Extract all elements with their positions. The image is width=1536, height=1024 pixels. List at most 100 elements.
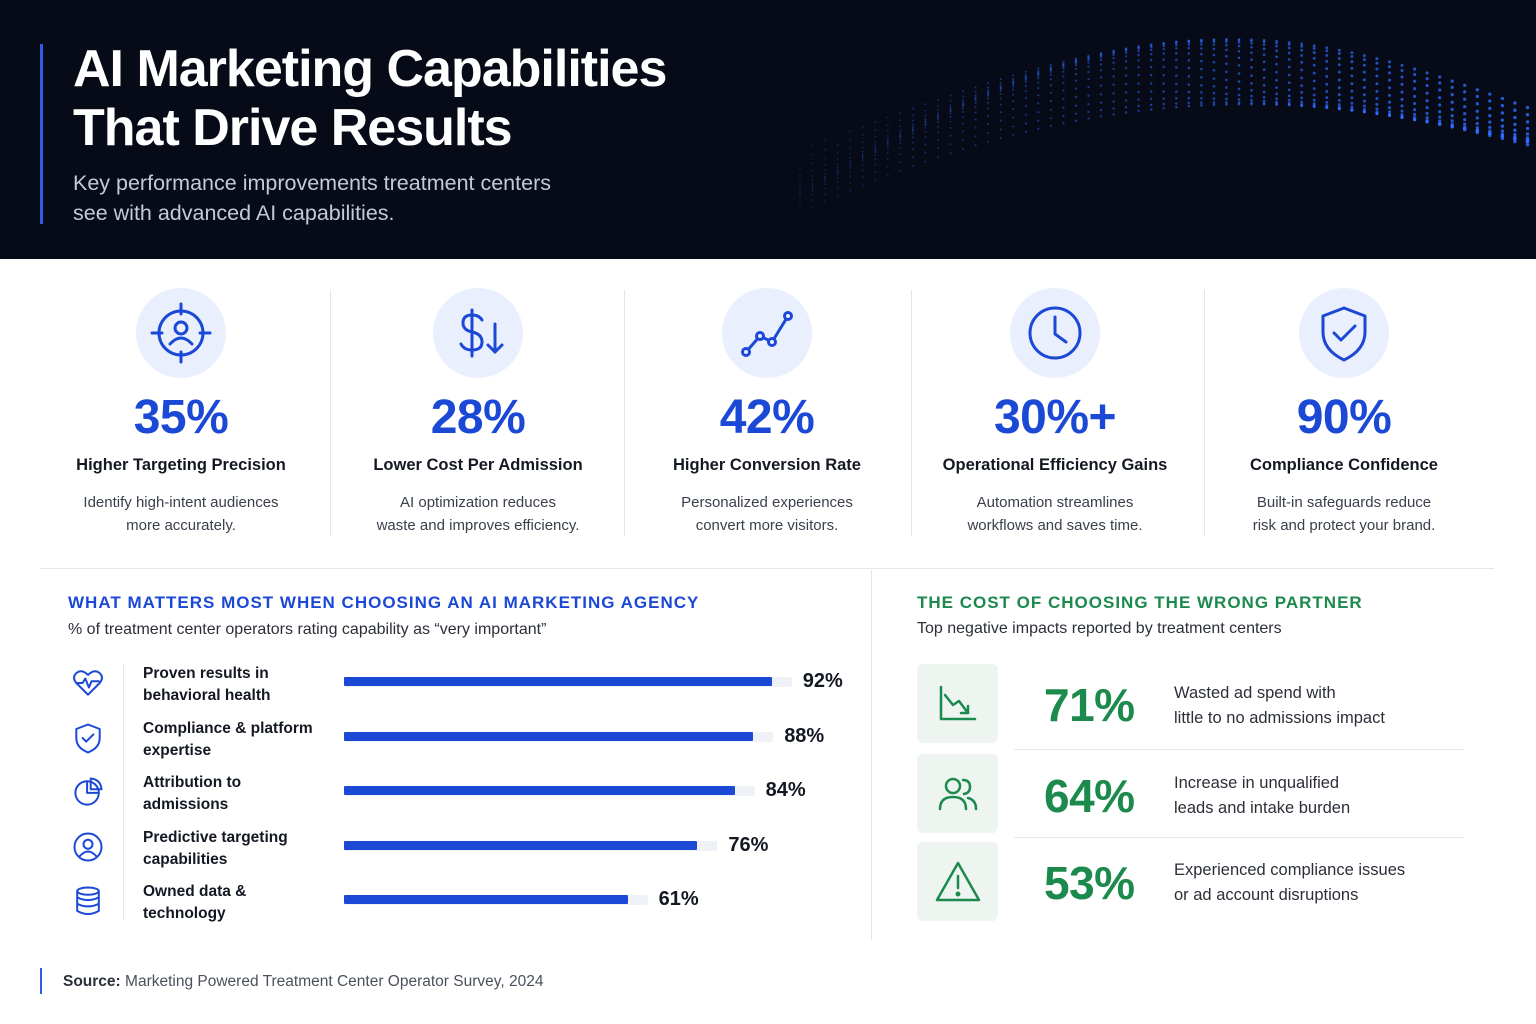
wave-particle (1275, 41, 1278, 45)
bar-category-label-line-1: Predictive targeting (143, 828, 288, 846)
wave-particle (811, 175, 814, 177)
wave-particle (849, 167, 852, 169)
wave-particle (1337, 52, 1341, 55)
wave-particle (1137, 98, 1140, 101)
wave-particle (874, 129, 877, 131)
kpi-card-compliance: 90% Compliance Confidence Built-in safeg… (1197, 288, 1491, 538)
wave-particle (1337, 107, 1341, 111)
wave-particle (1400, 68, 1404, 73)
kpi-description-line-2: waste and improves efficiency. (376, 517, 580, 534)
wave-particle (899, 138, 902, 141)
kpi-value: 35% (133, 391, 229, 444)
wave-particle (1237, 98, 1241, 101)
wave-particle (1074, 72, 1078, 76)
wave-particle (1350, 55, 1354, 58)
wave-particle (1212, 53, 1216, 57)
wave-particle (1375, 97, 1379, 100)
wave-particle (1300, 54, 1304, 57)
wave-particle (849, 163, 852, 166)
wave-particle (1062, 106, 1065, 109)
wave-particle (1200, 67, 1203, 71)
bar-value-label: 61% (658, 888, 699, 910)
wave-particle (1175, 90, 1178, 93)
wave-particle (1099, 93, 1103, 96)
wave-particle (1149, 97, 1153, 101)
wave-particle (1337, 86, 1341, 90)
wave-particle (1074, 119, 1078, 122)
wave-particle (1049, 99, 1052, 103)
wave-particle (849, 152, 852, 155)
bar-category-label-line-1: Attribution to (143, 774, 242, 791)
kpi-label: Lower Cost Per Admission (373, 456, 583, 474)
wave-particle (836, 166, 839, 169)
wave-particle (1287, 58, 1291, 61)
wave-particle (962, 95, 965, 98)
bar-value-label: 88% (784, 724, 825, 747)
wave-particle (1438, 75, 1442, 79)
wave-particle (999, 92, 1002, 96)
wave-particle (799, 181, 801, 183)
kpi-card-targeting: 35% Higher Targeting Precision Identify … (34, 288, 328, 538)
bar-chart: Proven results in behavioral health 92% Com… (68, 665, 843, 922)
wave-particle (1162, 44, 1165, 48)
wave-particle (1012, 74, 1015, 77)
wave-particle (1087, 70, 1090, 74)
wave-particle (1175, 58, 1178, 62)
wave-particle (1312, 79, 1316, 83)
wave-particle (1312, 56, 1316, 60)
particle-wave-graphic (799, 37, 1530, 214)
wave-particle (1513, 122, 1517, 127)
wave-particle (1450, 100, 1454, 104)
wave-particle (1012, 88, 1015, 91)
wave-particle (974, 144, 977, 147)
wave-particle (1175, 102, 1178, 105)
wave-particle (1475, 130, 1479, 135)
wave-particle (1212, 60, 1216, 64)
wave-particle (1425, 106, 1429, 110)
wave-particle (861, 160, 864, 163)
wave-particle (1162, 106, 1165, 110)
wave-particle (999, 111, 1002, 114)
wave-particle (824, 175, 826, 178)
wave-particle (1275, 86, 1278, 89)
wave-particle (1012, 77, 1015, 80)
wave-particle (924, 126, 927, 129)
wave-particle (1387, 113, 1392, 117)
shield-check-icon (68, 718, 108, 758)
wave-particle (1337, 98, 1341, 102)
wave-particle (1225, 48, 1228, 52)
wave-particle (1488, 120, 1492, 124)
impact-value: 71% (1044, 679, 1135, 731)
wave-particle (1413, 101, 1417, 106)
wave-particle (1149, 103, 1153, 107)
wave-particle (1225, 40, 1228, 44)
wave-particle (1175, 105, 1178, 109)
wave-particle (1325, 49, 1329, 53)
wave-particle (1112, 100, 1115, 103)
wave-particle (1488, 99, 1492, 103)
wave-particle (1225, 62, 1228, 66)
wave-particle (1337, 78, 1341, 82)
wave-particle (824, 178, 826, 181)
wave-particle (1137, 109, 1140, 113)
wave-particle (1137, 90, 1140, 94)
wave-particle (874, 121, 877, 123)
wave-particle (1049, 124, 1052, 128)
wave-particle (937, 109, 939, 112)
wave-particle (849, 161, 852, 164)
wave-particle (1375, 107, 1379, 111)
shield-check-icon (1299, 288, 1389, 378)
wave-particle (861, 176, 864, 179)
wave-particle (1212, 77, 1216, 80)
wave-particle (1463, 128, 1467, 132)
wave-particle (987, 94, 990, 97)
wave-particle (1425, 99, 1429, 103)
wave-particle (1450, 125, 1454, 129)
wave-particle (1250, 41, 1253, 45)
wave-particle (1350, 96, 1354, 100)
kpi-value: 42% (719, 391, 815, 444)
wave-particle (949, 120, 952, 123)
wave-particle (1413, 112, 1417, 116)
wave-particle (1124, 82, 1128, 86)
wave-particle (1062, 65, 1065, 68)
